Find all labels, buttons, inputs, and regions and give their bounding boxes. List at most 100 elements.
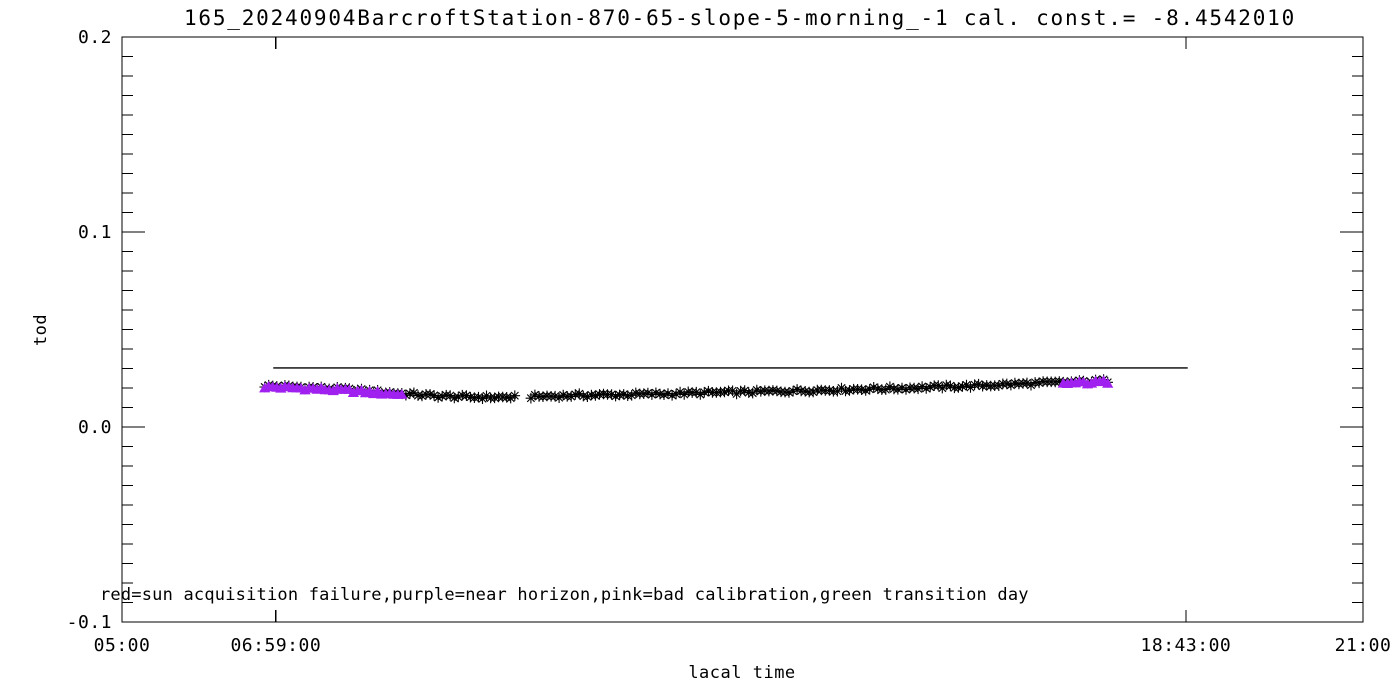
data-point-asterisk [509,390,521,402]
data-point-asterisk [477,393,488,405]
data-point-asterisk [739,385,751,396]
data-point-asterisk [1025,379,1037,391]
y-tick-label: -0.1 [67,612,112,633]
data-point-asterisk [626,389,638,401]
data-point-asterisk [908,382,920,394]
data-point-asterisk [977,380,988,392]
near-horizon-marker [1102,377,1114,388]
data-point-asterisk [896,382,908,394]
data-point-asterisk [682,386,694,398]
data-point-asterisk [884,381,896,393]
data-point-asterisk [658,389,670,401]
data-point-asterisk [860,385,872,396]
data-point-asterisk [698,386,710,398]
data-point-asterisk [981,380,993,391]
data-point-asterisk [719,386,730,398]
x-axis-label: lacal time [688,663,795,683]
data-point-asterisk [553,392,565,404]
data-point-asterisk [666,389,678,401]
data-point-asterisk [824,385,835,396]
data-point-asterisk [638,388,650,400]
data-point-asterisk [727,385,738,397]
data-point-asterisk [1054,376,1065,387]
y-tick-label: 0.1 [78,222,112,243]
data-point-asterisk [771,385,783,397]
data-point-asterisk [751,384,763,396]
data-point-asterisk [799,385,811,397]
data-point-asterisk [489,392,500,404]
data-point-asterisk [400,389,412,401]
chart-title: 165_20240904BarcroftStation-870-65-slope… [184,6,1296,30]
data-point-asterisk [646,389,658,400]
data-point-asterisk [404,388,416,399]
data-point-asterisk [807,386,819,398]
data-point-asterisk [868,381,880,393]
data-point-asterisk [529,389,541,401]
data-point-asterisk [408,387,420,399]
data-point-asterisk [836,382,847,394]
data-point-asterisk [573,388,585,400]
data-point-asterisk [461,390,472,401]
data-point-asterisk [569,389,581,400]
x-tick-label: 18:43:00 [1141,635,1232,656]
scatter-points [259,374,1114,405]
data-point-asterisk [993,380,1005,392]
data-point-asterisk [473,391,484,403]
data-point-asterisk [936,382,948,394]
y-tick-label: 0.0 [78,417,112,438]
data-point-asterisk [872,383,884,395]
data-point-asterisk [783,387,795,398]
data-point-asterisk [747,387,759,399]
data-point-asterisk [618,389,630,400]
data-point-asterisk [961,379,972,391]
data-point-asterisk [864,383,876,395]
data-point-asterisk [856,384,867,396]
data-point-asterisk [432,392,444,403]
data-point-asterisk [787,385,799,397]
data-point-asterisk [940,379,952,391]
data-point-asterisk [662,388,674,399]
data-point-asterisk [549,390,561,402]
data-point-asterisk [945,380,956,392]
data-point-asterisk [844,385,855,396]
data-point-asterisk [900,384,912,395]
x-tick-label: 06:59:00 [230,635,321,656]
data-point-asterisk [610,390,621,402]
data-point-asterisk [606,389,617,400]
axis-tick-labels: 0.2 0.1 0.0 -0.105:00 06:59:00 18:43:00 21:00 [67,27,1392,656]
data-point-asterisk [654,388,666,400]
y-axis-label: tod [31,314,51,346]
data-point-asterisk [763,385,775,397]
legend-note: red=sun acquisition failure,purple=near … [100,585,1029,605]
data-point-asterisk [444,390,456,401]
data-point-asterisk [1021,377,1033,389]
data-point-asterisk [924,381,936,393]
data-point-asterisk [892,383,904,395]
data-point-asterisk [694,389,706,400]
data-point-asterisk [577,390,589,402]
data-point-asterisk [791,384,803,395]
data-point-asterisk [428,390,440,401]
data-point-asterisk [1009,377,1021,389]
data-point-asterisk [452,391,464,403]
data-point-asterisk [436,390,448,402]
data-point-asterisk [537,391,549,403]
data-point-asterisk [557,389,569,401]
data-point-asterisk [731,388,742,400]
data-point-asterisk [505,392,517,404]
data-point-asterisk [424,389,436,400]
y-tick-label: 0.2 [78,27,112,48]
data-point-asterisk [973,378,984,390]
data-point-asterisk [953,382,964,393]
data-point-asterisk [916,381,928,392]
x-tick-label: 21:00 [1335,635,1392,656]
data-point-asterisk [965,382,976,393]
plot-border [121,36,1364,623]
data-point-asterisk [670,388,682,400]
axis-ticks [122,36,1363,623]
data-point-asterisk [650,387,662,399]
data-point-asterisk [957,381,968,392]
data-point-asterisk [590,390,601,401]
